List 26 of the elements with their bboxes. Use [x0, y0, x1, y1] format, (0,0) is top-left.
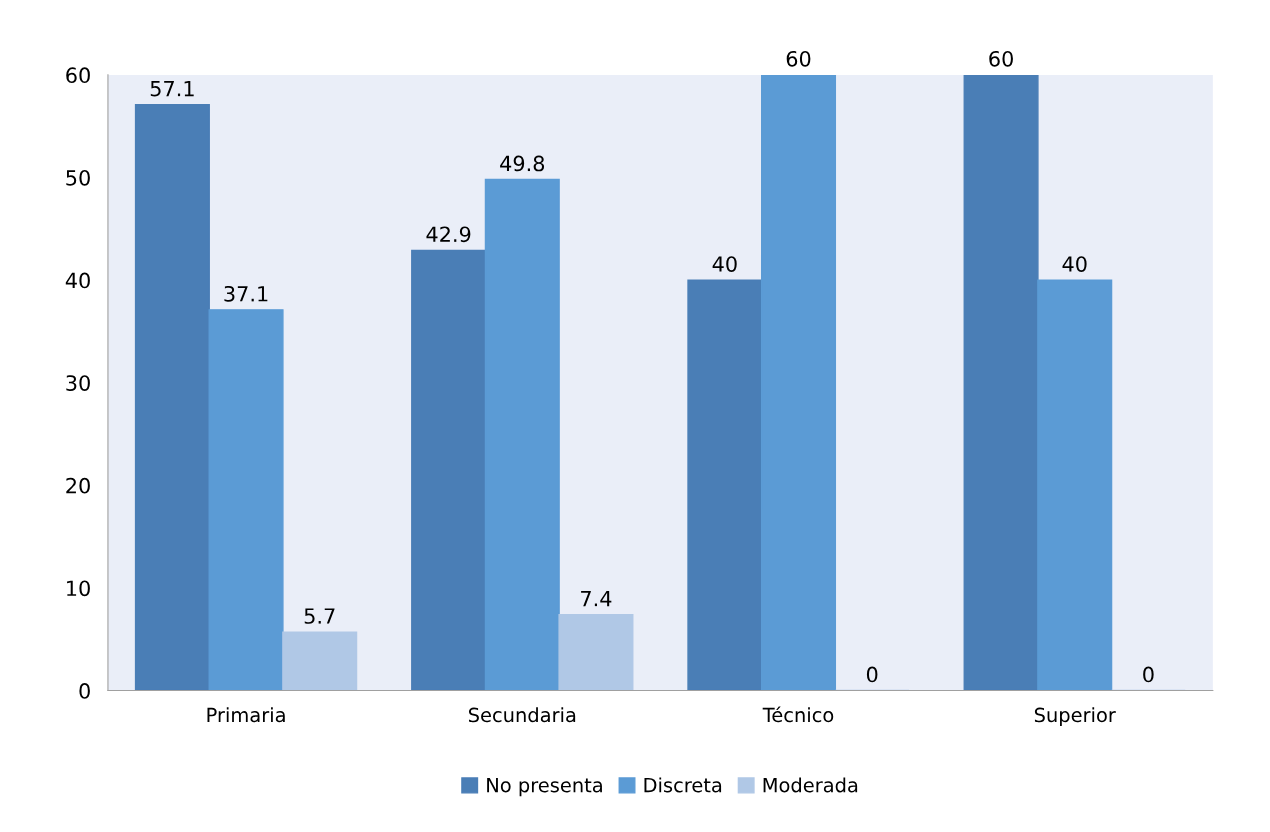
y-tick-label: 10: [67, 580, 90, 597]
y-tick-label: 20: [66, 477, 90, 494]
data-label: 57.1: [150, 80, 194, 97]
data-label: 37.1: [224, 285, 268, 302]
data-label: 40: [712, 256, 737, 272]
x-tick-label: Técnico: [762, 706, 834, 723]
legend-label: Moderada: [763, 777, 858, 793]
x-tick-label: Superior: [1034, 707, 1116, 727]
data-label: 0: [866, 666, 878, 683]
data-label: 40: [1062, 256, 1087, 272]
data-label: 5.7: [304, 608, 335, 624]
y-tick-label: 60: [66, 67, 90, 84]
data-label: 49.8: [500, 155, 545, 172]
x-tick-label: Secundaria: [468, 707, 576, 723]
legend-label: No presenta: [487, 777, 602, 797]
data-label: 0: [1143, 666, 1154, 683]
data-label: 60: [989, 50, 1013, 67]
data-label: 42.9: [426, 226, 471, 243]
data-label: 7.4: [581, 590, 612, 607]
legend-label: Discreta: [644, 777, 722, 793]
y-tick-label: 40: [65, 272, 90, 289]
x-tick-label: Primaria: [207, 707, 285, 723]
data-label: 60: [786, 50, 811, 67]
y-tick-label: 50: [66, 169, 90, 186]
y-tick-label: 30: [66, 375, 90, 391]
y-tick-label: 0: [79, 683, 90, 699]
